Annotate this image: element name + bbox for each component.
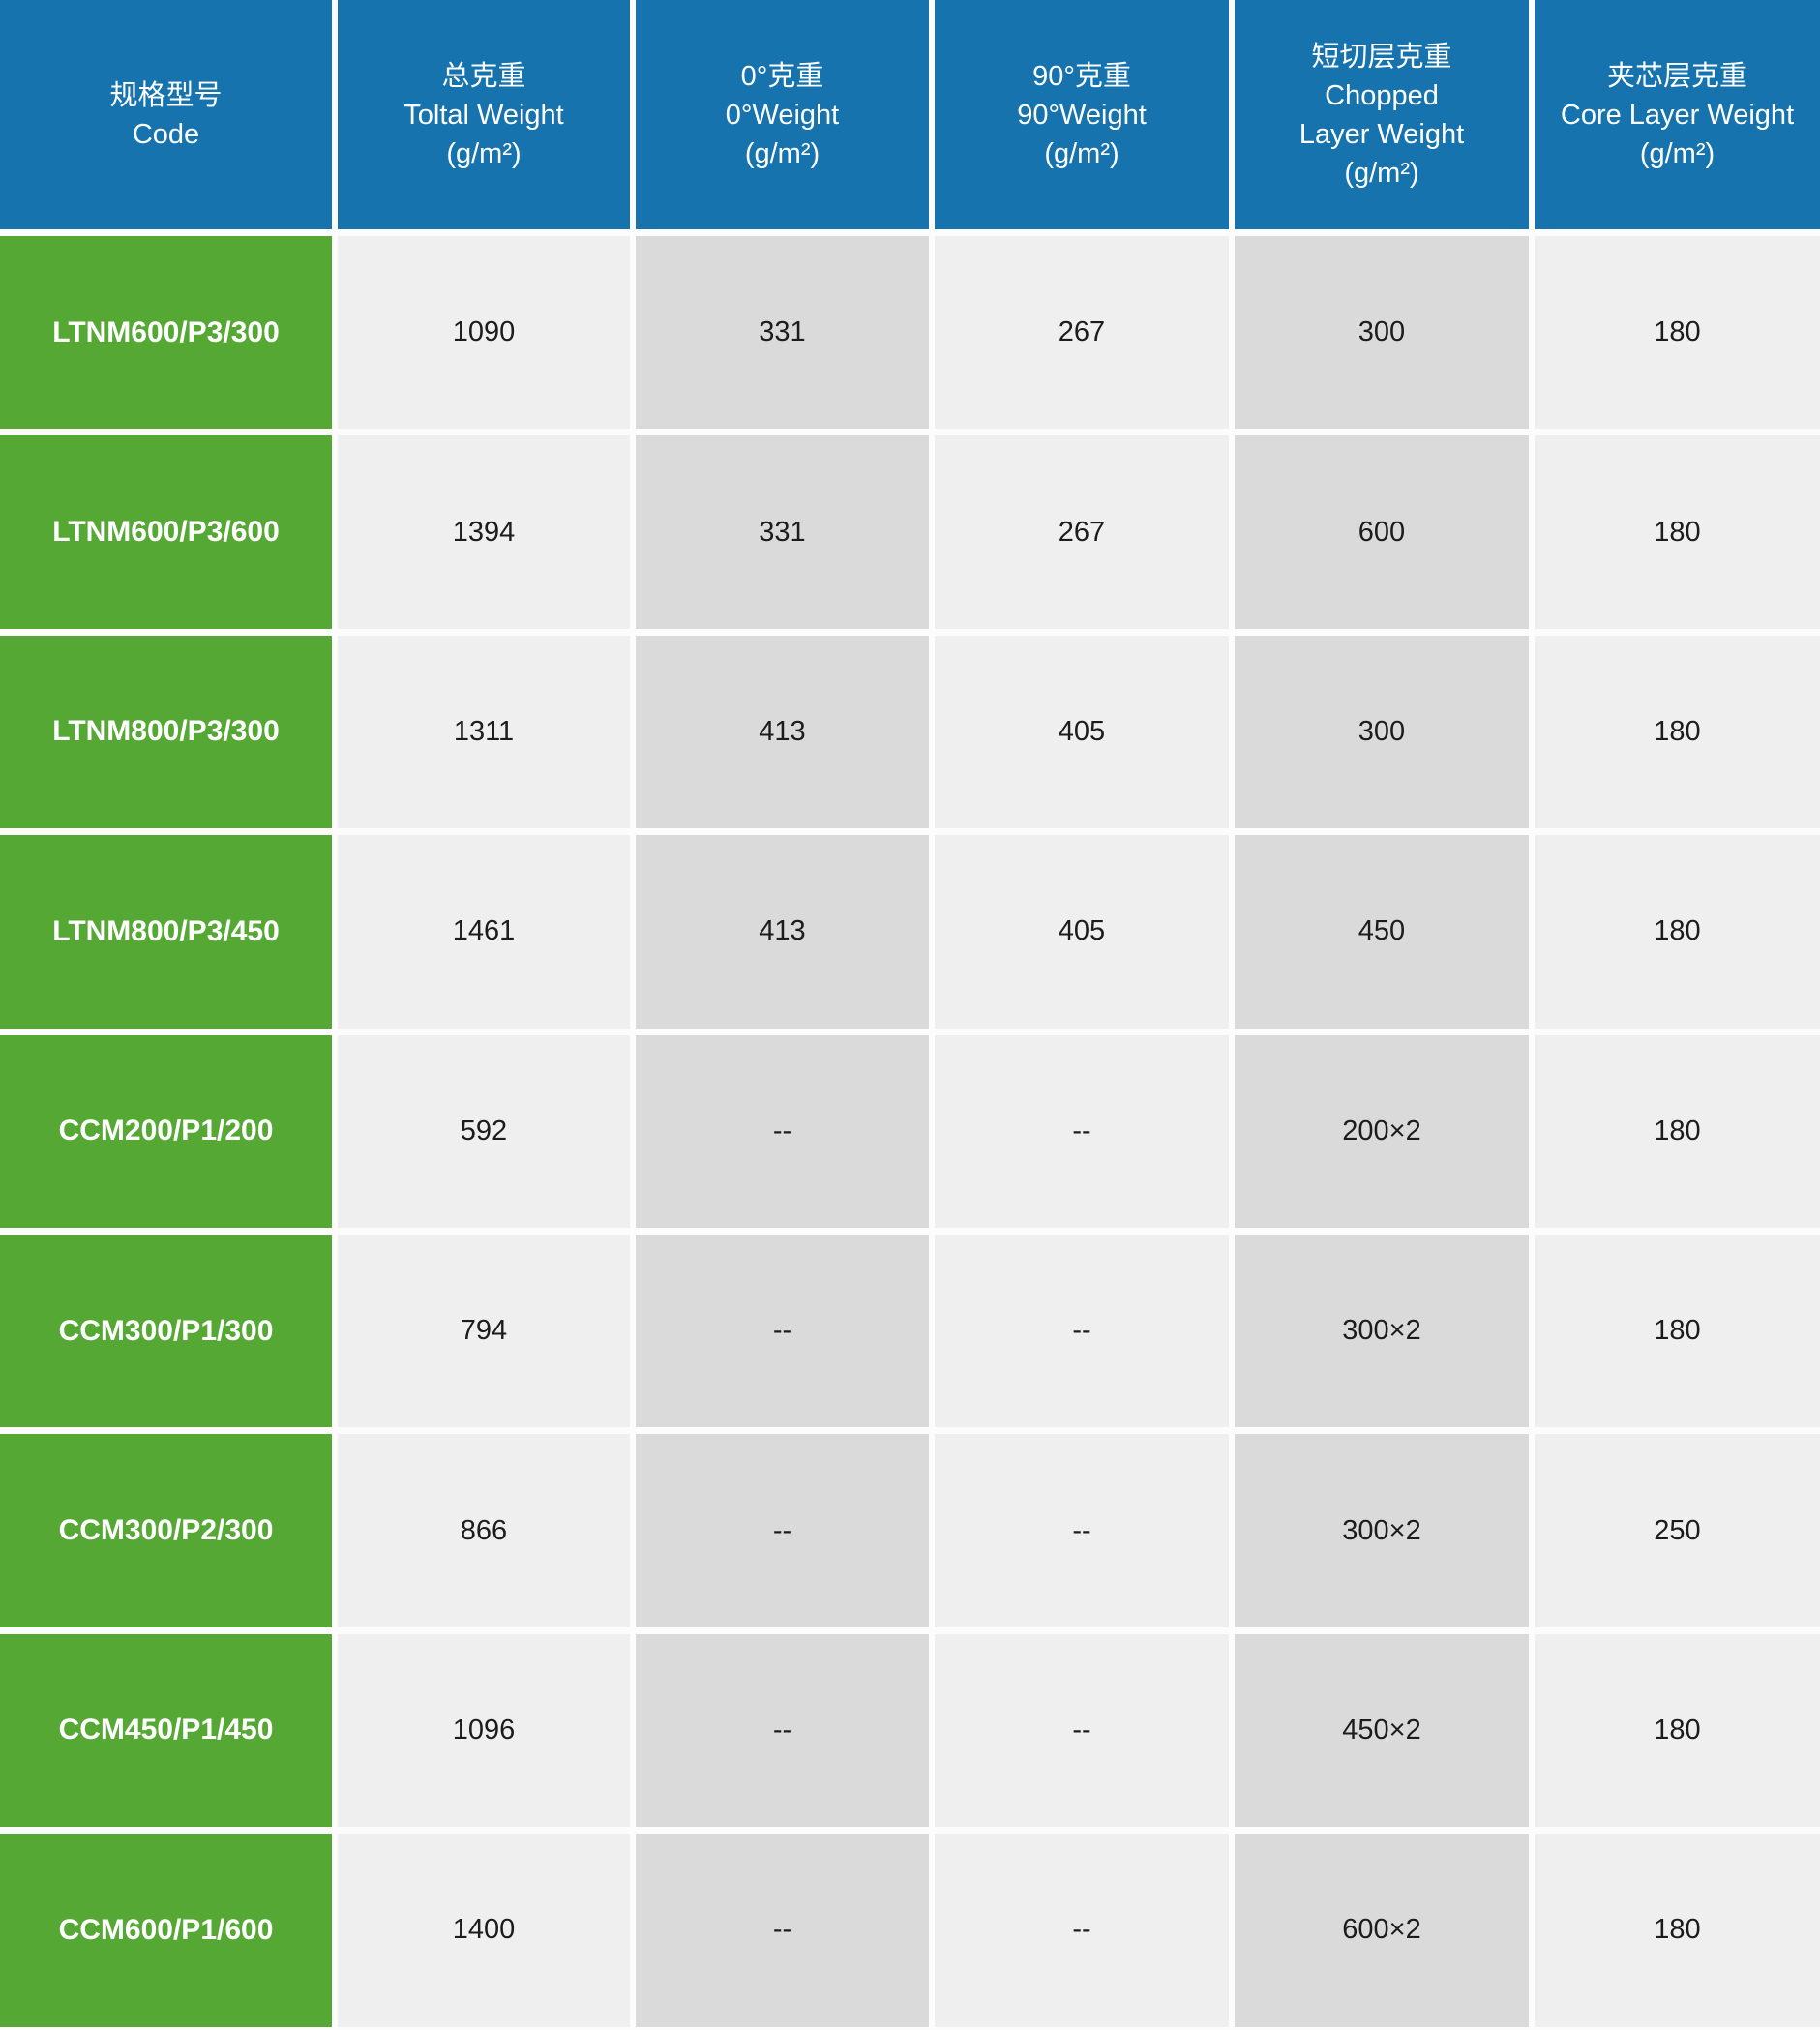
- value-cell-total_weight: 1461: [338, 835, 630, 1029]
- value-cell-weight_90: --: [935, 1834, 1229, 2027]
- header-line: 总克重: [441, 60, 526, 92]
- header-line: Core Layer Weight: [1560, 99, 1795, 131]
- code-cell: LTNM800/P3/300: [0, 635, 332, 829]
- header-line: 短切层克重: [1311, 41, 1452, 73]
- value-cell-chopped_layer_weight: 300: [1235, 236, 1529, 430]
- code-cell: CCM300/P2/300: [0, 1434, 332, 1627]
- header-line: 夹芯层克重: [1606, 60, 1747, 92]
- value-cell-chopped_layer_weight: 600×2: [1235, 1834, 1529, 2027]
- code-cell: CCM300/P1/300: [0, 1234, 332, 1428]
- code-cell: CCM600/P1/600: [0, 1834, 332, 2027]
- code-cell: LTNM800/P3/450: [0, 835, 332, 1029]
- value-cell-weight_0: --: [636, 1834, 929, 2027]
- header-line: Code: [132, 118, 200, 150]
- value-cell-weight_0: --: [636, 1234, 929, 1428]
- value-cell-core_layer_weight: 180: [1535, 835, 1820, 1029]
- code-cell: CCM450/P1/450: [0, 1633, 332, 1828]
- value-cell-total_weight: 794: [338, 1234, 630, 1428]
- value-cell-weight_90: 267: [935, 236, 1229, 430]
- value-cell-weight_90: --: [935, 1234, 1229, 1428]
- value-cell-core_layer_weight: 180: [1535, 635, 1820, 829]
- value-cell-weight_0: --: [636, 1434, 929, 1627]
- value-cell-total_weight: 1311: [338, 635, 630, 829]
- value-cell-chopped_layer_weight: 600: [1235, 435, 1529, 629]
- value-cell-chopped_layer_weight: 300×2: [1235, 1434, 1529, 1627]
- code-cell: LTNM600/P3/600: [0, 435, 332, 629]
- value-cell-weight_90: --: [935, 1034, 1229, 1228]
- header-cell-code: 规格型号 Code: [0, 0, 332, 229]
- header-line: Toltal Weight: [403, 99, 564, 131]
- value-cell-core_layer_weight: 180: [1535, 1834, 1820, 2027]
- header-cell-chopped_layer_weight: 短切层克重 Chopped Layer Weight (g/m²): [1235, 0, 1529, 229]
- value-cell-chopped_layer_weight: 450×2: [1235, 1633, 1529, 1828]
- value-cell-weight_0: 331: [636, 236, 929, 430]
- header-line: Layer Weight: [1298, 118, 1465, 150]
- header-line: (g/m²): [1639, 137, 1716, 169]
- code-cell: LTNM600/P3/300: [0, 236, 332, 430]
- header-line: 90°克重: [1032, 60, 1131, 92]
- value-cell-weight_0: 331: [636, 435, 929, 629]
- value-cell-chopped_layer_weight: 300: [1235, 635, 1529, 829]
- header-line: Chopped: [1325, 79, 1439, 111]
- header-line: 90°Weight: [1017, 99, 1147, 131]
- value-cell-total_weight: 866: [338, 1434, 630, 1627]
- value-cell-total_weight: 1090: [338, 236, 630, 430]
- header-cell-total_weight: 总克重 Toltal Weight (g/m²): [338, 0, 630, 229]
- value-cell-weight_0: 413: [636, 635, 929, 829]
- header-line: 0°Weight: [725, 99, 840, 131]
- header-line: (g/m²): [1044, 137, 1119, 169]
- header-line: 0°克重: [740, 60, 824, 92]
- value-cell-weight_90: 405: [935, 635, 1229, 829]
- value-cell-chopped_layer_weight: 300×2: [1235, 1234, 1529, 1428]
- value-cell-core_layer_weight: 180: [1535, 435, 1820, 629]
- value-cell-total_weight: 592: [338, 1034, 630, 1228]
- value-cell-weight_0: --: [636, 1633, 929, 1828]
- header-line: (g/m²): [446, 137, 522, 169]
- header-line: (g/m²): [744, 137, 820, 169]
- header-cell-core_layer_weight: 夹芯层克重 Core Layer Weight (g/m²): [1535, 0, 1820, 229]
- value-cell-weight_90: --: [935, 1633, 1229, 1828]
- value-cell-core_layer_weight: 180: [1535, 236, 1820, 430]
- value-cell-total_weight: 1394: [338, 435, 630, 629]
- value-cell-core_layer_weight: 180: [1535, 1034, 1820, 1228]
- value-cell-weight_90: 267: [935, 435, 1229, 629]
- value-cell-core_layer_weight: 250: [1535, 1434, 1820, 1627]
- value-cell-core_layer_weight: 180: [1535, 1234, 1820, 1428]
- value-cell-core_layer_weight: 180: [1535, 1633, 1820, 1828]
- header-line: 规格型号: [109, 79, 223, 111]
- code-cell: CCM200/P1/200: [0, 1034, 332, 1228]
- header-cell-weight_90: 90°克重 90°Weight (g/m²): [935, 0, 1229, 229]
- value-cell-weight_90: --: [935, 1434, 1229, 1627]
- value-cell-chopped_layer_weight: 200×2: [1235, 1034, 1529, 1228]
- value-cell-total_weight: 1400: [338, 1834, 630, 2027]
- value-cell-total_weight: 1096: [338, 1633, 630, 1828]
- value-cell-weight_90: 405: [935, 835, 1229, 1029]
- value-cell-weight_0: --: [636, 1034, 929, 1228]
- header-line: (g/m²): [1344, 157, 1419, 189]
- value-cell-chopped_layer_weight: 450: [1235, 835, 1529, 1029]
- header-cell-weight_0: 0°克重 0°Weight (g/m²): [636, 0, 929, 229]
- value-cell-weight_0: 413: [636, 835, 929, 1029]
